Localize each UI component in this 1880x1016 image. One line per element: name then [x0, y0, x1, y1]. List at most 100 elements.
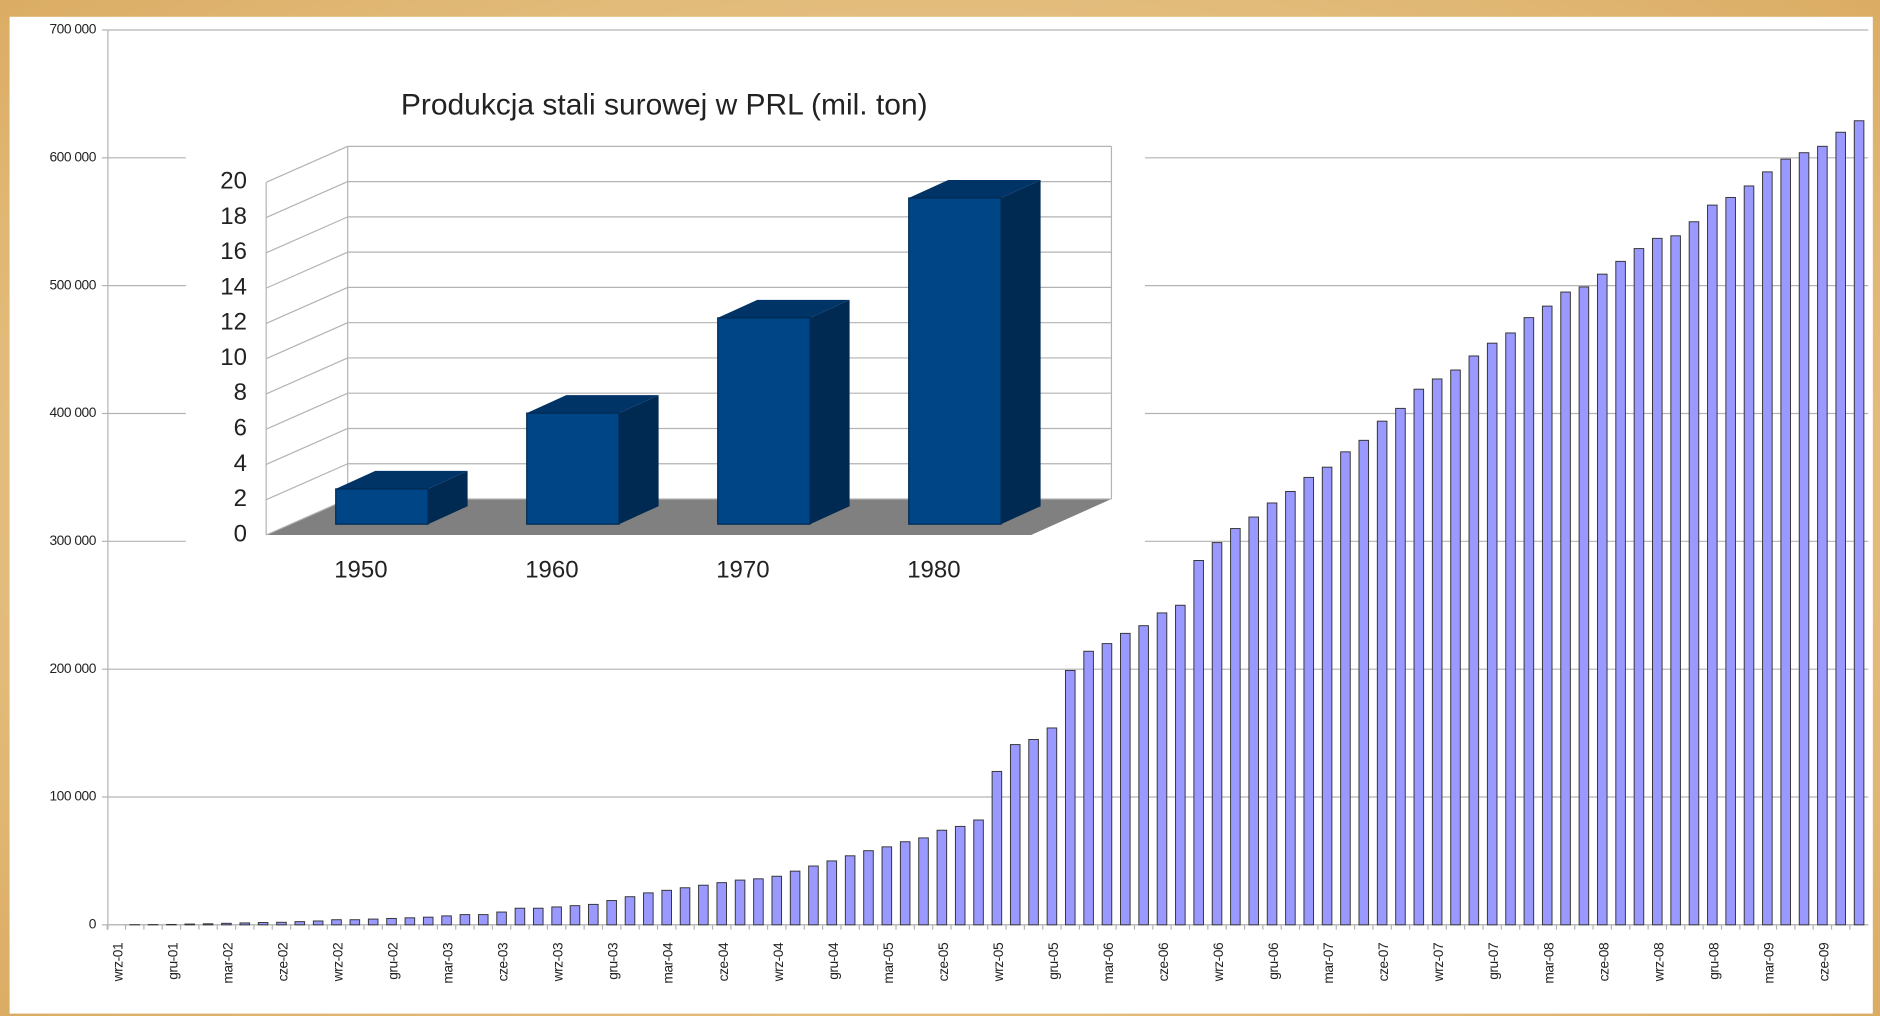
- bar: [459, 914, 471, 926]
- bar: [1340, 451, 1351, 926]
- bar: [1798, 152, 1810, 926]
- bar: [661, 889, 672, 926]
- bar: [422, 916, 434, 926]
- bar: [514, 907, 526, 926]
- bar: [918, 837, 929, 926]
- bar: [312, 920, 324, 926]
- bar: [734, 879, 746, 926]
- x-tick-label: 1950: [334, 556, 387, 583]
- bar: [1358, 439, 1370, 926]
- bar: [588, 903, 599, 926]
- y-tick-label: 20: [220, 168, 247, 195]
- bar-side: [428, 470, 468, 525]
- side-grid-line: [265, 145, 348, 183]
- bar: [367, 918, 379, 926]
- bar: [276, 921, 287, 926]
- y-tick-label: 700 000: [49, 22, 96, 37]
- bar: [1670, 235, 1681, 926]
- x-tick-label: cze-07: [1376, 943, 1391, 982]
- bar: [908, 197, 1002, 525]
- x-tick-label: wrz-08: [1651, 942, 1666, 982]
- bar: [717, 317, 811, 525]
- bar: [1211, 542, 1223, 926]
- floor: [266, 499, 1112, 535]
- x-tick-label: wrz-02: [331, 943, 346, 982]
- bar: [991, 770, 1003, 926]
- y-tick-label: 10: [220, 344, 247, 371]
- side-grid-line: [265, 498, 348, 536]
- side-grid-line: [265, 392, 348, 430]
- y-tick-label: 200 000: [49, 661, 96, 676]
- bar: [1376, 420, 1388, 926]
- bar: [1230, 528, 1241, 926]
- y-tick-label: 300 000: [49, 533, 96, 548]
- y-tick-label: 18: [220, 203, 247, 230]
- bar: [551, 906, 562, 926]
- bar: [789, 870, 801, 926]
- bar: [1266, 502, 1278, 926]
- bar: [335, 488, 429, 525]
- bar: [1688, 221, 1700, 926]
- bar: [1138, 625, 1149, 926]
- bar: [624, 896, 636, 926]
- bar: [826, 860, 838, 926]
- bar: [863, 850, 874, 926]
- bar: [331, 919, 342, 926]
- bar: [954, 825, 966, 926]
- y-tick-label: 16: [220, 238, 247, 265]
- bar: [1413, 388, 1425, 926]
- bar: [1175, 604, 1186, 926]
- x-tick-label: mar-08: [1541, 942, 1556, 984]
- bar: [936, 829, 948, 926]
- x-tick-label: wrz-07: [1431, 943, 1446, 982]
- inset-title: Produkcja stali surowej w PRL (mil. ton): [401, 89, 928, 122]
- bar: [184, 923, 196, 926]
- x-tick-label: mar-07: [1321, 943, 1336, 984]
- x-tick-label: mar-09: [1761, 942, 1776, 984]
- bar-top: [717, 299, 850, 318]
- bar: [1248, 516, 1259, 926]
- bar: [386, 917, 397, 926]
- bar-top: [908, 179, 1041, 198]
- bar: [257, 922, 269, 926]
- bar: [679, 887, 691, 926]
- bar-top: [526, 395, 659, 414]
- x-tick-label: mar-05: [881, 942, 896, 984]
- side-grid-line: [265, 427, 348, 466]
- side-grid-line: [265, 322, 348, 360]
- bar: [477, 914, 489, 926]
- y-tick-label: 12: [220, 309, 247, 336]
- bar: [606, 900, 617, 926]
- bar: [716, 882, 728, 926]
- x-tick-label: cze-04: [716, 942, 731, 981]
- bar: [569, 905, 581, 926]
- y-tick-label: 2: [234, 485, 247, 512]
- y-tick-label: 100 000: [49, 789, 96, 804]
- bar: [771, 875, 783, 926]
- bar: [973, 819, 984, 926]
- y-tick-label: 600 000: [49, 149, 96, 164]
- bar-side: [619, 395, 659, 525]
- bar: [1633, 248, 1645, 926]
- bar: [239, 922, 251, 926]
- x-tick-label: gru-08: [1706, 942, 1721, 980]
- bar: [1321, 466, 1333, 926]
- bar: [1046, 727, 1058, 926]
- x-tick-label: 1960: [525, 556, 578, 583]
- x-tick-label: wrz-04: [771, 942, 786, 982]
- side-grid-line: [265, 181, 348, 219]
- bar: [1431, 378, 1443, 926]
- bar: [1101, 643, 1113, 926]
- x-tick-label: mar-04: [661, 942, 676, 984]
- x-tick-label: wrz-06: [1211, 942, 1226, 982]
- bar: [1578, 286, 1590, 926]
- bar: [294, 921, 306, 926]
- bar: [698, 884, 709, 926]
- bar: [1064, 669, 1076, 926]
- bar: [221, 922, 232, 926]
- bar: [1523, 317, 1535, 926]
- bar: [496, 911, 507, 926]
- bar: [526, 412, 620, 525]
- bar: [844, 855, 856, 926]
- bar: [1817, 145, 1828, 926]
